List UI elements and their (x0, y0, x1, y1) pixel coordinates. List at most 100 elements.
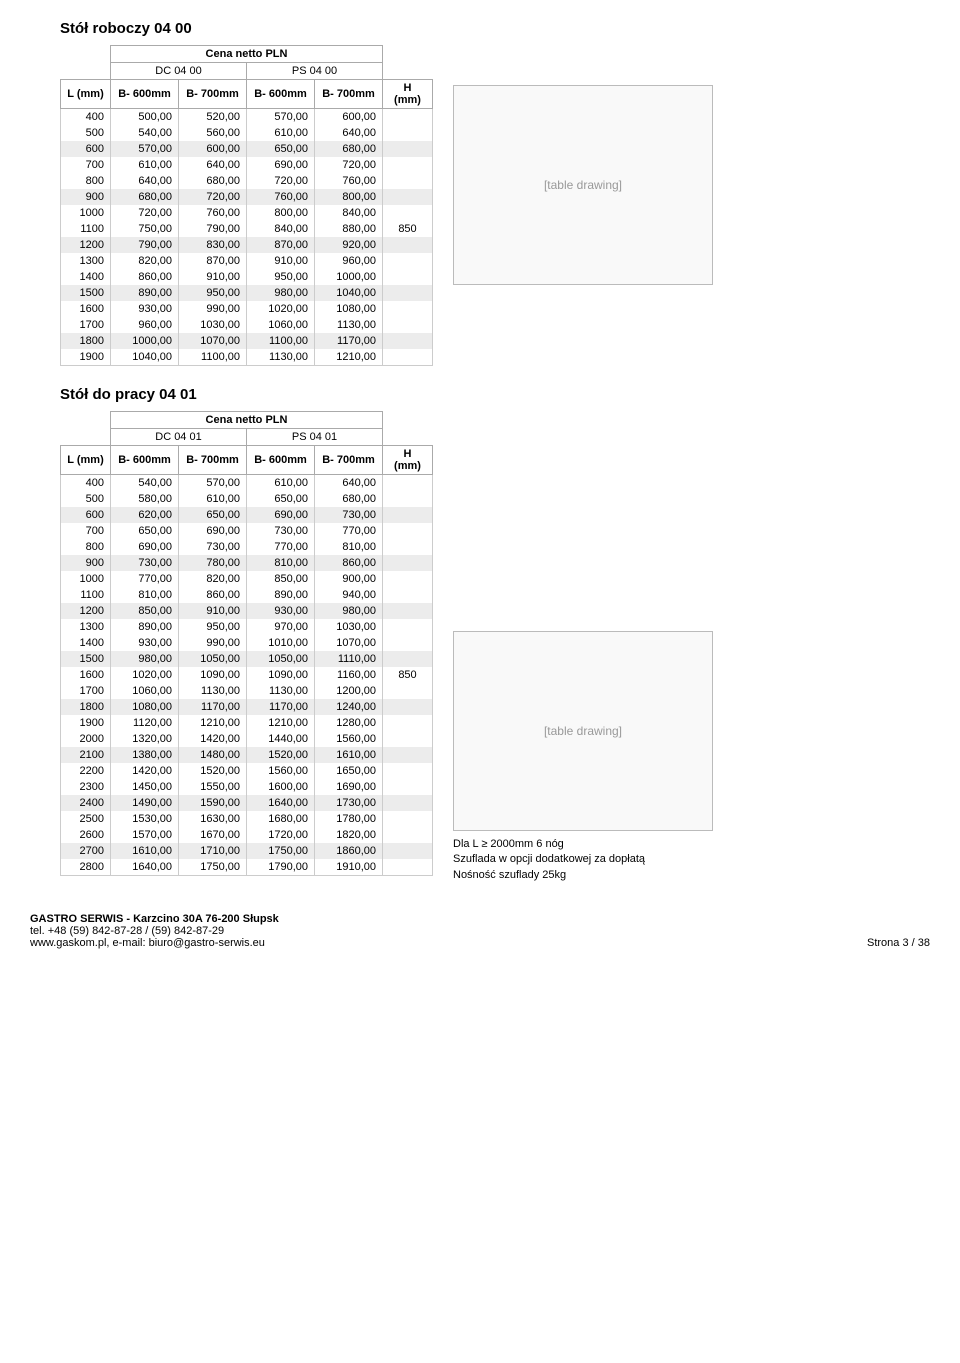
cell-value: 850,00 (111, 603, 179, 619)
cell-h (383, 269, 433, 285)
cell-value: 1710,00 (179, 843, 247, 859)
cell-value: 1110,00 (315, 651, 383, 667)
cell-h (383, 811, 433, 827)
cell-value: 1320,00 (111, 731, 179, 747)
cell-value: 940,00 (315, 587, 383, 603)
cell-value: 1530,00 (111, 811, 179, 827)
cell-h (383, 571, 433, 587)
cell-h (383, 141, 433, 157)
cell-value: 800,00 (315, 189, 383, 205)
table-row: 700650,00690,00730,00770,00 (61, 523, 433, 539)
cell-l: 1800 (61, 699, 111, 715)
cell-value: 770,00 (315, 523, 383, 539)
cell-value: 500,00 (111, 109, 179, 126)
cell-h (383, 603, 433, 619)
note-1: Dla L ≥ 2000mm 6 nóg (453, 837, 930, 852)
table-row: 1400860,00910,00950,001000,00 (61, 269, 433, 285)
group1-1: DC 04 00 (111, 63, 247, 80)
cell-value: 760,00 (179, 205, 247, 221)
cell-value: 1640,00 (111, 859, 179, 876)
table-row: 18001080,001170,001170,001240,00 (61, 699, 433, 715)
cell-value: 1200,00 (315, 683, 383, 699)
cell-value: 950,00 (179, 619, 247, 635)
table-row: 1000770,00820,00850,00900,00 (61, 571, 433, 587)
table-row: 700610,00640,00690,00720,00 (61, 157, 433, 173)
cell-value: 790,00 (179, 221, 247, 237)
cell-value: 1020,00 (247, 301, 315, 317)
cell-value: 640,00 (179, 157, 247, 173)
cell-value: 1750,00 (247, 843, 315, 859)
cell-value: 1130,00 (315, 317, 383, 333)
cell-value: 810,00 (315, 539, 383, 555)
cell-value: 1130,00 (179, 683, 247, 699)
cell-value: 980,00 (111, 651, 179, 667)
section2-title: Stół do pracy 04 01 (60, 386, 930, 403)
cell-h (383, 475, 433, 492)
cell-l: 1600 (61, 667, 111, 683)
section2: Cena netto PLN DC 04 01 PS 04 01 L (mm) … (30, 411, 930, 883)
cell-h (383, 843, 433, 859)
cell-value: 1860,00 (315, 843, 383, 859)
cell-value: 690,00 (247, 507, 315, 523)
col-l-2: L (mm) (61, 446, 111, 475)
cell-value: 1090,00 (179, 667, 247, 683)
cell-value: 1600,00 (247, 779, 315, 795)
cell-value: 870,00 (179, 253, 247, 269)
cell-value: 820,00 (111, 253, 179, 269)
cell-l: 1000 (61, 205, 111, 221)
cell-h (383, 555, 433, 571)
col-b1-2: B- 600mm (111, 446, 179, 475)
cell-value: 570,00 (247, 109, 315, 126)
cell-h (383, 349, 433, 366)
cell-value: 1070,00 (315, 635, 383, 651)
cell-value: 1070,00 (179, 333, 247, 349)
table-row: 26001570,001670,001720,001820,00 (61, 827, 433, 843)
cell-value: 680,00 (179, 173, 247, 189)
col-b4-2: B- 700mm (315, 446, 383, 475)
cell-value: 1650,00 (315, 763, 383, 779)
cell-l: 400 (61, 109, 111, 126)
cell-value: 720,00 (111, 205, 179, 221)
cell-l: 2800 (61, 859, 111, 876)
cell-l: 700 (61, 157, 111, 173)
table-row: 1600930,00990,001020,001080,00 (61, 301, 433, 317)
cell-value: 1060,00 (111, 683, 179, 699)
section2-image-col: [table drawing] Dla L ≥ 2000mm 6 nóg Szu… (453, 411, 930, 883)
cell-value: 730,00 (247, 523, 315, 539)
cell-h (383, 763, 433, 779)
cell-value: 600,00 (179, 141, 247, 157)
cell-value: 1790,00 (247, 859, 315, 876)
cell-value: 840,00 (315, 205, 383, 221)
footer: GASTRO SERWIS - Karzcino 30A 76-200 Słup… (30, 913, 930, 949)
cell-value: 1420,00 (179, 731, 247, 747)
cell-value: 720,00 (247, 173, 315, 189)
cell-h (383, 301, 433, 317)
cell-l: 2000 (61, 731, 111, 747)
table-row: 27001610,001710,001750,001860,00 (61, 843, 433, 859)
cell-value: 1210,00 (179, 715, 247, 731)
cell-value: 950,00 (247, 269, 315, 285)
cell-value: 760,00 (315, 173, 383, 189)
cell-value: 1490,00 (111, 795, 179, 811)
cell-l: 1500 (61, 651, 111, 667)
cell-l: 1800 (61, 333, 111, 349)
cell-value: 880,00 (315, 221, 383, 237)
cell-value: 900,00 (315, 571, 383, 587)
cell-value: 1560,00 (247, 763, 315, 779)
table2-drawing: [table drawing] (453, 631, 713, 831)
cell-value: 720,00 (179, 189, 247, 205)
cell-value: 1730,00 (315, 795, 383, 811)
table-row: 500540,00560,00610,00640,00 (61, 125, 433, 141)
table-row: 19001040,001100,001130,001210,00 (61, 349, 433, 366)
cell-l: 2100 (61, 747, 111, 763)
cell-h (383, 189, 433, 205)
cell-value: 870,00 (247, 237, 315, 253)
cell-value: 810,00 (111, 587, 179, 603)
cell-l: 900 (61, 555, 111, 571)
cell-h (383, 747, 433, 763)
cell-value: 860,00 (315, 555, 383, 571)
cell-value: 790,00 (111, 237, 179, 253)
cell-l: 1900 (61, 715, 111, 731)
cell-value: 1050,00 (247, 651, 315, 667)
cell-h (383, 237, 433, 253)
